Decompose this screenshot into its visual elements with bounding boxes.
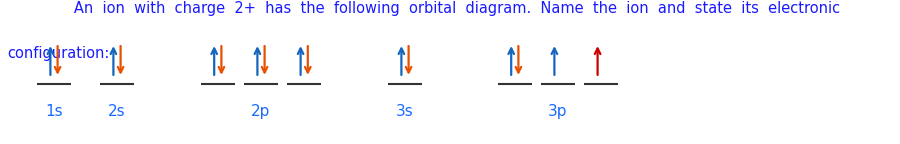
Text: 2s: 2s bbox=[108, 104, 126, 119]
Text: 2p: 2p bbox=[251, 104, 271, 119]
Text: 1s: 1s bbox=[45, 104, 63, 119]
Text: 3p: 3p bbox=[548, 104, 568, 119]
Text: An  ion  with  charge  2+  has  the  following  orbital  diagram.  Name  the  io: An ion with charge 2+ has the following … bbox=[60, 1, 840, 16]
Text: configuration:: configuration: bbox=[7, 46, 110, 61]
Text: 3s: 3s bbox=[396, 104, 414, 119]
